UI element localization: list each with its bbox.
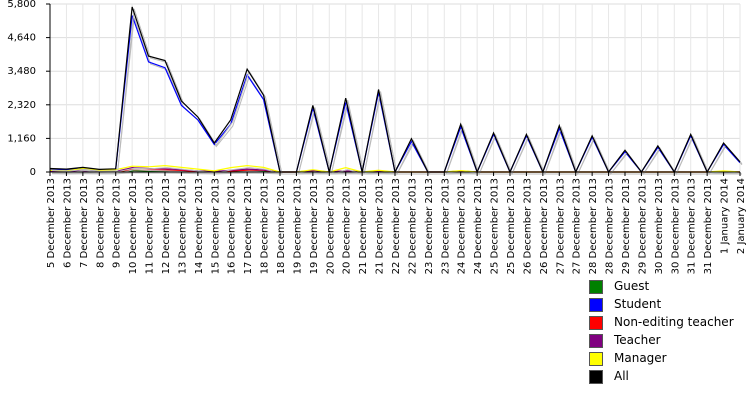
x-tick-label: 9 December 2013 (112, 178, 123, 268)
x-tick-label: 11 December 2013 (145, 178, 156, 274)
x-tick-label: 5 December 2013 (46, 178, 57, 268)
x-tick-labels: 5 December 2013 6 December 2013 7 December… (46, 178, 747, 274)
x-tick-label: 18 December 2013 (260, 178, 271, 274)
legend-label: Student (614, 297, 662, 311)
x-tick-label: 25 December 2013 (506, 178, 517, 274)
x-tick-label: 28 December 2013 (605, 178, 616, 274)
gridlines (49, 3, 741, 173)
x-tick-label: 27 December 2013 (555, 178, 566, 274)
x-tick-label: 31 December 2013 (687, 178, 698, 274)
x-tick-label: 16 December 2013 (227, 178, 238, 274)
axes (46, 3, 741, 176)
x-tick-label: 7 December 2013 (79, 178, 90, 268)
x-tick-label: 14 December 2013 (194, 178, 205, 274)
x-tick-label: 24 December 2013 (457, 178, 468, 274)
legend-swatch (589, 316, 603, 330)
legend-label: Non-editing teacher (614, 315, 734, 329)
x-tick-label: 23 December 2013 (440, 178, 451, 274)
legend-swatch (589, 280, 603, 294)
y-tick-label: 2,320 (7, 100, 36, 111)
x-tick-label: 29 December 2013 (621, 178, 632, 274)
x-tick-label: 30 December 2013 (654, 178, 665, 274)
x-tick-label: 21 December 2013 (375, 178, 386, 274)
x-tick-label: 21 December 2013 (358, 178, 369, 274)
legend-swatch (589, 334, 603, 348)
x-tick-label: 29 December 2013 (637, 178, 648, 274)
x-tick-label: 22 December 2013 (407, 178, 418, 274)
x-tick-label: 15 December 2013 (210, 178, 221, 274)
legend-label: Manager (614, 351, 667, 365)
x-tick-label: 20 December 2013 (325, 178, 336, 274)
x-tick-label: 26 December 2013 (539, 178, 550, 274)
x-tick-label: 26 December 2013 (522, 178, 533, 274)
legend-label: Teacher (614, 333, 661, 347)
x-tick-label: 8 December 2013 (95, 178, 106, 268)
y-tick-label: 4,640 (7, 33, 36, 44)
x-tick-label: 6 December 2013 (62, 178, 73, 268)
legend-swatch (589, 298, 603, 312)
x-tick-label: 30 December 2013 (670, 178, 681, 274)
x-tick-label: 24 December 2013 (473, 178, 484, 274)
x-tick-label: 31 December 2013 (703, 178, 714, 274)
x-tick-label: 25 December 2013 (490, 178, 501, 274)
x-tick-label: 27 December 2013 (572, 178, 583, 274)
legend-label: All (614, 369, 629, 383)
x-tick-label: 20 December 2013 (342, 178, 353, 274)
x-tick-label: 23 December 2013 (424, 178, 435, 274)
x-tick-label: 2 January 2014 (736, 178, 747, 254)
x-tick-label: 22 December 2013 (391, 178, 402, 274)
y-tick-label: 5,800 (7, 0, 36, 10)
y-tick-label: 3,480 (7, 66, 36, 77)
x-tick-label: 13 December 2013 (177, 178, 188, 274)
x-tick-label: 18 December 2013 (276, 178, 287, 274)
legend-swatch (589, 352, 603, 366)
legend-label: Guest (614, 279, 650, 293)
y-tick-label: 1,160 (7, 133, 36, 144)
legend-swatch (589, 370, 603, 384)
y-tick-label: 0 (30, 167, 36, 178)
x-tick-label: 1 January 2014 (720, 178, 731, 254)
x-tick-label: 17 December 2013 (243, 178, 254, 274)
x-tick-label: 12 December 2013 (161, 178, 172, 274)
x-tick-label: 19 December 2013 (292, 178, 303, 274)
x-tick-label: 10 December 2013 (128, 178, 139, 274)
x-tick-label: 19 December 2013 (309, 178, 320, 274)
x-tick-label: 28 December 2013 (588, 178, 599, 274)
y-tick-labels: 0 1,160 2,320 3,480 4,640 5,800 (7, 0, 36, 178)
